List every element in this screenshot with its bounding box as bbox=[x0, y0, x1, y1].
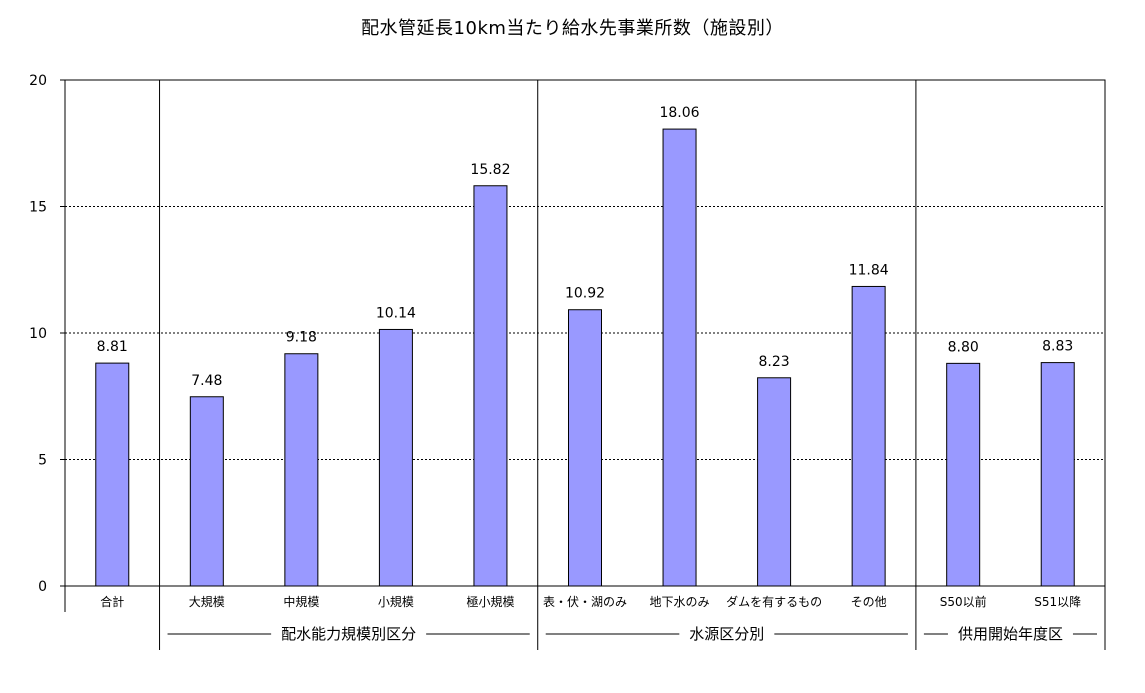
bar bbox=[1040, 362, 1075, 587]
category-label: 大規模 bbox=[189, 594, 225, 609]
data-label: 11.84 bbox=[849, 262, 889, 278]
data-label: 9.18 bbox=[286, 330, 317, 346]
bar bbox=[568, 309, 602, 587]
data-label: 7.48 bbox=[191, 373, 222, 389]
data-label: 8.83 bbox=[1042, 339, 1073, 355]
category-label: その他 bbox=[851, 595, 887, 609]
chart-title: 配水管延長10km当たり給水先事業所数（施設別） bbox=[361, 18, 784, 39]
bar bbox=[189, 396, 224, 587]
category-label: ダムを有するもの bbox=[726, 594, 822, 609]
y-tick-label: 10 bbox=[29, 326, 47, 342]
data-label: 10.92 bbox=[565, 286, 605, 302]
bar bbox=[378, 328, 413, 587]
bar bbox=[946, 362, 981, 587]
data-label: 10.14 bbox=[376, 305, 416, 321]
y-tick-label: 15 bbox=[29, 200, 47, 216]
group-label: 供用開始年度区 bbox=[958, 625, 1063, 643]
category-label: 表・伏・湖のみ bbox=[543, 594, 627, 609]
category-label: 中規模 bbox=[283, 594, 319, 609]
y-tick-label: 20 bbox=[29, 73, 47, 89]
group-label: 配水能力規模別区分 bbox=[281, 625, 416, 643]
bar bbox=[662, 128, 697, 587]
data-label: 15.82 bbox=[470, 162, 510, 178]
bar bbox=[851, 285, 886, 587]
category-label: 極小規模 bbox=[466, 594, 514, 609]
bar bbox=[757, 377, 792, 587]
y-tick-label: 0 bbox=[38, 579, 47, 595]
data-label: 18.06 bbox=[659, 105, 699, 121]
category-label: S50以前 bbox=[940, 594, 987, 609]
category-label: 小規模 bbox=[378, 594, 414, 609]
data-label: 8.23 bbox=[759, 354, 790, 370]
group-label: 水源区分別 bbox=[689, 625, 764, 643]
bar bbox=[95, 362, 130, 587]
bar bbox=[473, 185, 508, 587]
y-tick-label: 5 bbox=[38, 453, 47, 469]
category-label: 地下水のみ bbox=[650, 595, 710, 609]
data-label: 8.81 bbox=[97, 339, 128, 355]
bar bbox=[284, 353, 319, 587]
category-label: 合計 bbox=[100, 594, 124, 609]
data-label: 8.80 bbox=[948, 339, 979, 355]
category-label: S51以降 bbox=[1034, 595, 1081, 609]
